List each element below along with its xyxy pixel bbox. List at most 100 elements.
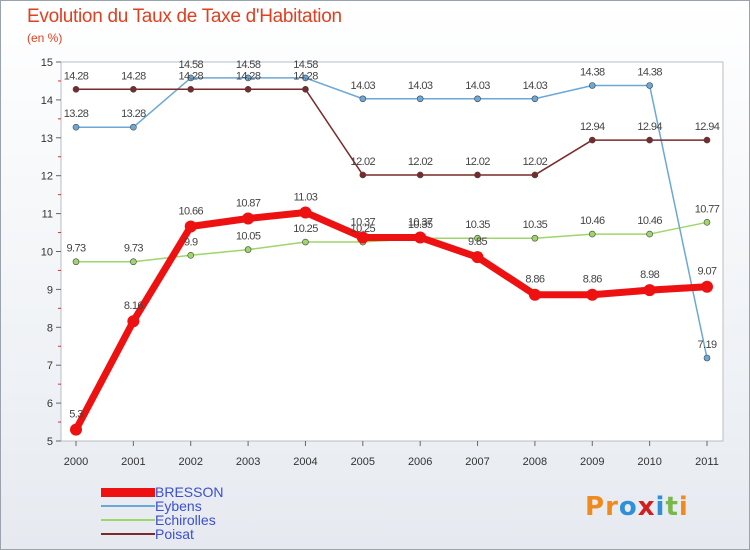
y-tick-label: 8: [47, 322, 53, 334]
x-tick-label: 2002: [178, 456, 202, 468]
data-point-poisat: [130, 85, 137, 93]
data-point-eybens: [531, 95, 539, 103]
data-label-poisat: 14.28: [293, 70, 318, 82]
legend-swatch-echirolles: [101, 519, 155, 521]
legend-label-eybens: Eybens: [155, 498, 202, 514]
data-point-echirolles: [646, 230, 653, 238]
data-point-eybens: [359, 95, 367, 103]
y-tick-label: 5: [47, 436, 53, 448]
data-point-poisat: [703, 136, 711, 144]
series-line-bresson: [72, 208, 708, 432]
data-point-poisat: [187, 85, 195, 93]
x-tick-label: 2006: [408, 456, 432, 468]
data-point-poisat: [416, 171, 424, 179]
data-label-bresson: 10.66: [178, 205, 203, 217]
x-tick-label: 2010: [637, 456, 661, 468]
data-point-bresson: [701, 280, 713, 293]
data-point-bresson: [242, 212, 255, 225]
data-label-eybens: 14.03: [465, 80, 490, 92]
data-point-bresson: [414, 231, 427, 244]
data-label-eybens: 14.03: [523, 80, 548, 92]
data-point-bresson: [184, 220, 197, 233]
x-tick-label: 2004: [293, 456, 317, 468]
data-label-bresson: 11.03: [294, 191, 318, 203]
data-label-eybens: 14.38: [637, 66, 662, 78]
data-point-echirolles: [244, 246, 252, 253]
data-point-poisat: [531, 171, 539, 179]
logo-letter: i: [678, 492, 689, 522]
data-point-bresson: [643, 284, 656, 297]
y-tick-label: 13: [41, 133, 53, 145]
data-label-echirolles: 10.35: [523, 219, 548, 231]
plot-area: [60, 61, 724, 442]
legend-label-echirolles: Echirolles: [155, 512, 216, 528]
y-tick-label: 7: [47, 360, 53, 372]
y-tick-label: 6: [47, 398, 53, 410]
data-point-poisat: [646, 136, 653, 144]
chart-title: Evolution du Taux de Taxe d'Habitation: [27, 6, 342, 27]
data-label-eybens: 14.38: [580, 66, 605, 78]
logo-letter: P: [585, 492, 606, 522]
data-point-bresson: [471, 251, 484, 264]
data-point-poisat: [588, 136, 596, 144]
data-label-echirolles: 9.9: [184, 236, 198, 248]
data-label-bresson: 8.86: [525, 274, 544, 286]
x-tick-label: 2003: [236, 456, 260, 468]
data-point-bresson: [586, 288, 599, 301]
x-tick-label: 2005: [351, 456, 375, 468]
data-label-eybens: 13.28: [121, 108, 146, 120]
logo-letter: x: [637, 492, 656, 522]
data-point-eybens: [244, 74, 252, 82]
data-point-eybens: [72, 123, 80, 131]
data-label-poisat: 14.28: [236, 70, 261, 82]
series-eybens: [72, 74, 711, 362]
data-point-poisat: [302, 85, 309, 93]
logo-letter: t: [665, 492, 679, 522]
data-point-poisat: [72, 85, 80, 93]
data-label-bresson: 8.16: [124, 300, 143, 312]
data-label-echirolles: 10.25: [351, 223, 376, 235]
data-label-echirolles: 10.46: [580, 215, 605, 227]
data-point-eybens: [588, 82, 596, 89]
data-point-poisat: [359, 171, 367, 179]
data-point-bresson: [528, 288, 541, 301]
data-label-bresson: 9.07: [697, 266, 716, 278]
data-point-echirolles: [588, 230, 596, 238]
data-label-echirolles: 9.73: [66, 243, 85, 255]
x-tick-label: 2007: [465, 456, 489, 468]
data-label-bresson: 10.87: [236, 198, 261, 210]
legend-label-bresson: BRESSON: [155, 484, 224, 500]
series-line-eybens: [76, 77, 708, 359]
data-point-eybens: [474, 95, 481, 103]
data-label-poisat: 12.94: [580, 121, 605, 133]
series-line-poisat: [76, 88, 707, 176]
data-point-echirolles: [703, 219, 711, 226]
data-label-eybens: 13.28: [64, 108, 89, 120]
data-point-echirolles: [531, 234, 539, 242]
data-point-echirolles: [474, 234, 481, 242]
data-point-poisat: [244, 85, 252, 93]
logo-letter: r: [605, 492, 619, 522]
data-point-echirolles: [130, 258, 137, 266]
x-tick-label: 2011: [695, 456, 719, 468]
x-tick-label: 2000: [64, 456, 88, 468]
data-point-bresson: [356, 231, 369, 244]
legend-swatch-bresson: [101, 487, 155, 497]
legend-swatch-eybens: [101, 505, 155, 507]
data-label-poisat: 12.02: [408, 156, 433, 168]
y-tick-label: 14: [41, 95, 53, 107]
logo-letter: o: [618, 492, 638, 522]
y-tick-label: 15: [41, 57, 53, 69]
data-label-echirolles: 10.05: [236, 231, 261, 243]
data-label-eybens: 14.58: [293, 59, 318, 71]
data-label-eybens: 14.03: [351, 80, 376, 92]
y-tick-label: 9: [47, 284, 53, 296]
data-point-bresson: [70, 423, 82, 436]
data-label-eybens: 14.58: [178, 59, 203, 71]
data-label-poisat: 12.02: [465, 156, 490, 168]
data-label-bresson: 8.86: [583, 274, 602, 286]
y-tick-label: 10: [41, 247, 53, 259]
data-label-echirolles: 10.77: [695, 203, 720, 215]
x-tick-label: 2001: [121, 456, 145, 468]
